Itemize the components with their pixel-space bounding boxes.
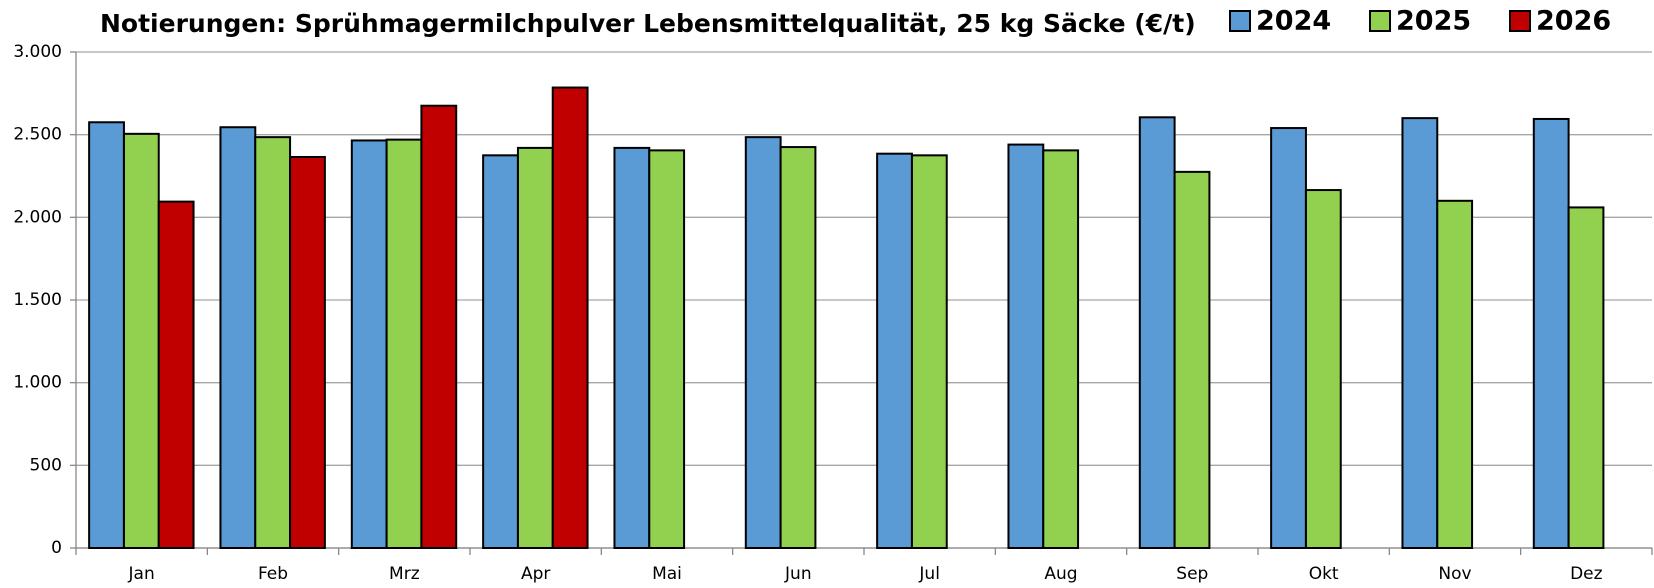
bar xyxy=(551,86,589,550)
legend-label: 2024 xyxy=(1256,6,1331,37)
y-tick-label: 1.500 xyxy=(13,290,62,310)
bar xyxy=(1532,117,1570,550)
x-tick-label: Sep xyxy=(1176,564,1208,584)
y-tick-label: 2.500 xyxy=(13,125,62,145)
y-tick-label: 2.000 xyxy=(13,207,62,227)
bar xyxy=(88,121,125,550)
legend-swatch xyxy=(1369,10,1391,32)
bar xyxy=(1173,170,1211,549)
x-tick-label: Apr xyxy=(521,564,550,584)
bar xyxy=(1138,116,1176,549)
bar xyxy=(385,138,423,549)
x-tick-label: Mai xyxy=(652,564,682,584)
bar xyxy=(910,154,948,549)
bar xyxy=(289,155,326,549)
x-tick-label: Jun xyxy=(784,564,812,584)
bar xyxy=(1401,117,1439,549)
x-tick-label: Jan xyxy=(128,564,155,584)
bar xyxy=(350,139,388,549)
bar xyxy=(420,104,458,549)
bar xyxy=(1007,143,1045,549)
bar xyxy=(1436,199,1474,550)
bar xyxy=(1042,149,1080,550)
y-tick-label: 1.000 xyxy=(13,373,62,393)
y-tick-label: 500 xyxy=(30,455,62,475)
x-tick-label: Feb xyxy=(258,564,288,584)
bar xyxy=(1304,189,1342,549)
bar xyxy=(219,126,257,550)
bar xyxy=(1567,206,1605,549)
bar xyxy=(648,149,686,550)
bar xyxy=(1270,127,1307,549)
legend-swatch xyxy=(1229,10,1251,32)
y-tick-label: 0 xyxy=(51,538,62,558)
bar xyxy=(876,152,913,549)
bar xyxy=(613,146,651,549)
legend-swatch xyxy=(1509,10,1531,32)
x-tick-label: Aug xyxy=(1044,564,1077,584)
chart-title: Notierungen: Sprühmagermilchpulver Leben… xyxy=(100,9,1196,38)
bar xyxy=(779,146,817,549)
x-tick-label: Nov xyxy=(1438,564,1471,584)
legend-label: 2025 xyxy=(1396,6,1471,37)
x-tick-label: Jul xyxy=(918,564,940,584)
x-tick-label: Okt xyxy=(1309,564,1339,584)
y-tick-label: 3.000 xyxy=(13,42,62,62)
bar xyxy=(482,154,519,549)
legend-label: 2026 xyxy=(1536,6,1611,37)
bar xyxy=(254,136,292,549)
x-tick-label: Dez xyxy=(1570,564,1603,584)
bar xyxy=(122,132,160,549)
bar xyxy=(516,146,554,549)
bar xyxy=(744,136,782,549)
bar xyxy=(157,200,195,549)
x-tick-label: Mrz xyxy=(389,564,420,584)
